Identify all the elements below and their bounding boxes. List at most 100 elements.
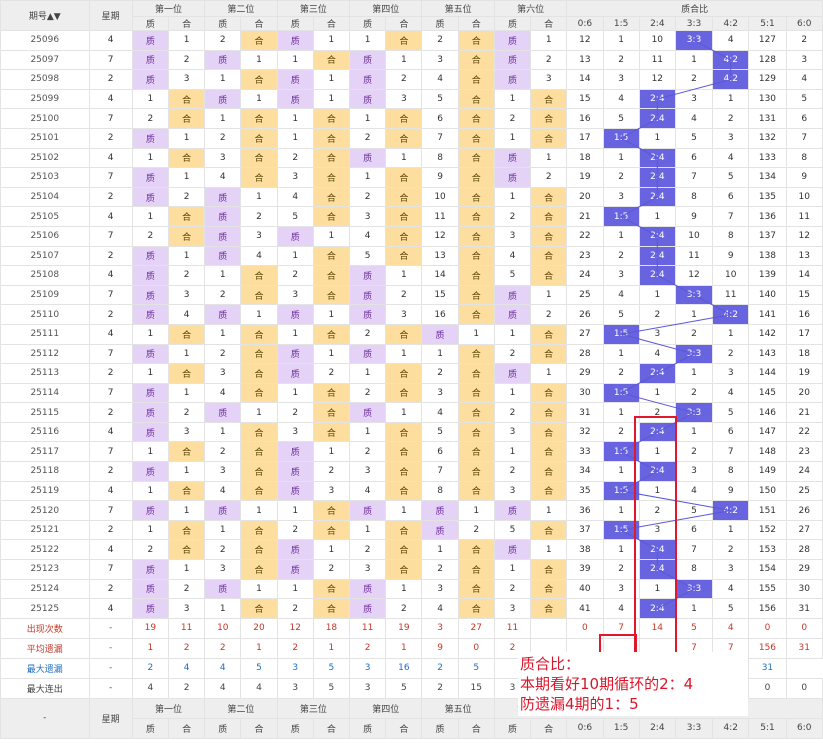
stats-value: 11	[493, 617, 532, 639]
ratio-omission-cell: 1	[674, 363, 714, 384]
zhi-hit-cell: 质	[131, 284, 169, 306]
sort-icon[interactable]: ▲▼	[46, 12, 61, 22]
omission-cell: 11	[421, 206, 459, 227]
omission-cell: 3	[240, 225, 278, 247]
period-cell: 25122	[0, 539, 90, 561]
he-hit-cell: 合	[530, 578, 568, 600]
ratio-omission-cell: 39	[566, 559, 604, 580]
ratio-omission-cell: 150	[748, 480, 787, 502]
omission-cell: 1	[240, 304, 278, 325]
omission-cell: 2	[530, 304, 568, 325]
weekday-cell: 7	[88, 382, 133, 404]
zhi-hit-cell: 质	[493, 69, 532, 90]
omission-cell: 2	[312, 461, 351, 482]
ratio-omission-cell: 6	[674, 147, 714, 169]
weekday-cell: 7	[88, 49, 133, 71]
ratio-hit-cell: 1:5	[602, 323, 640, 345]
period-header[interactable]: 期号▲▼	[0, 0, 90, 31]
omission-cell: 1	[240, 186, 278, 208]
ratio-omission-cell: 148	[748, 441, 787, 463]
ratio-subheader: 4:2	[712, 717, 750, 739]
ratio-omission-cell: 133	[748, 147, 787, 169]
weekday-cell: 2	[88, 363, 133, 384]
ratio-omission-cell: 3	[602, 186, 640, 208]
he-hit-cell: 合	[312, 245, 351, 267]
omission-cell: 12	[421, 225, 459, 247]
zhi-hit-cell: 质	[493, 284, 532, 306]
ratio-omission-cell: 6	[712, 421, 750, 443]
ratio-omission-cell: 19	[566, 167, 604, 188]
ratio-omission-cell: 146	[748, 402, 787, 423]
period-cell: 25100	[0, 108, 90, 129]
ratio-omission-cell: 1	[602, 539, 640, 561]
stats-weekday: -	[88, 637, 133, 659]
ratio-hit-cell: 2:4	[638, 421, 676, 443]
table-row: 25100 7 2 合 1 合 1 合 1 合 6 合 2 合 16 5 2:4 4 2 131 6	[0, 108, 823, 129]
weekday-cell: 7	[88, 500, 133, 521]
omission-cell: 2	[167, 402, 206, 423]
weekday-cell: 2	[88, 304, 133, 325]
omission-cell: 3	[421, 578, 459, 600]
omission-cell: 3	[276, 421, 314, 443]
ratio-omission-cell: 24	[785, 461, 823, 482]
table-row: 25108 4 质 2 1 合 2 合质 1 14 合 5 合 24 3 2:4 12 10 139 14	[0, 265, 823, 286]
ratio-omission-cell: 2	[638, 304, 676, 325]
he-hit-cell: 合	[457, 147, 495, 169]
zhi-hit-cell: 质	[131, 167, 169, 188]
ratio-omission-cell: 1	[602, 461, 640, 482]
omission-cell: 1	[530, 539, 568, 561]
zhi-subheader: 质	[276, 16, 314, 31]
omission-cell: 4	[167, 304, 206, 325]
ratio-omission-cell: 156	[748, 598, 787, 619]
omission-cell: 1	[167, 382, 206, 404]
stats-value: 11	[167, 617, 206, 639]
ratio-omission-cell: 17	[566, 127, 604, 149]
omission-cell: 1	[276, 323, 314, 345]
ratio-omission-cell: 138	[748, 245, 787, 267]
he-hit-cell: 合	[457, 167, 495, 188]
omission-cell: 3	[167, 69, 206, 90]
ratio-omission-cell: 2	[674, 382, 714, 404]
period-cell: 25109	[0, 284, 90, 306]
omission-cell: 3	[349, 559, 387, 580]
table-row: 25121 2 1 合 1 合 2 合 1 合质 2 5 合 37 1:5 3 6 1 152 27	[0, 519, 823, 541]
ratio-omission-cell: 4	[712, 578, 750, 600]
period-cell: 25106	[0, 225, 90, 247]
he-hit-cell: 合	[457, 206, 495, 227]
weekday-cell: 4	[88, 323, 133, 345]
omission-cell: 1	[385, 343, 423, 365]
ratio-omission-cell: 130	[748, 88, 787, 110]
weekday-cell: 2	[88, 245, 133, 267]
he-hit-cell: 合	[240, 167, 278, 188]
ratio-omission-cell: 141	[748, 304, 787, 325]
he-hit-cell: 合	[312, 421, 351, 443]
omission-cell: 1	[240, 88, 278, 110]
he-hit-cell: 合	[240, 108, 278, 129]
omission-cell: 1	[493, 559, 532, 580]
he-hit-cell: 合	[167, 480, 206, 502]
omission-cell: 2	[131, 539, 169, 561]
omission-cell: 3	[276, 284, 314, 306]
omission-cell: 3	[204, 559, 242, 580]
he-hit-cell: 合	[385, 127, 423, 149]
zhi-hit-cell: 质	[493, 49, 532, 71]
ratio-omission-cell: 3	[602, 265, 640, 286]
zhi-hit-cell: 质	[276, 88, 314, 110]
zhi-subheader: 质	[131, 717, 169, 739]
ratio-omission-cell: 1	[638, 578, 676, 600]
table-row: 25116 4 质 3 1 合 3 合 1 合 5 合 3 合 32 2 2:4 1 6 147 22	[0, 421, 823, 443]
stats-value: 2	[421, 677, 459, 699]
ratio-omission-cell: 2	[674, 69, 714, 90]
zhi-hit-cell: 质	[131, 559, 169, 580]
ratio-omission-cell: 6	[712, 186, 750, 208]
he-hit-cell: 合	[312, 127, 351, 149]
zhi-hit-cell: 质	[276, 225, 314, 247]
he-hit-cell: 合	[457, 127, 495, 149]
omission-cell: 3	[385, 88, 423, 110]
weekday-cell: 7	[88, 284, 133, 306]
ratio-omission-cell: 142	[748, 323, 787, 345]
ratio-omission-cell: 1	[602, 147, 640, 169]
zhi-hit-cell: 质	[349, 88, 387, 110]
omission-cell: 4	[204, 382, 242, 404]
